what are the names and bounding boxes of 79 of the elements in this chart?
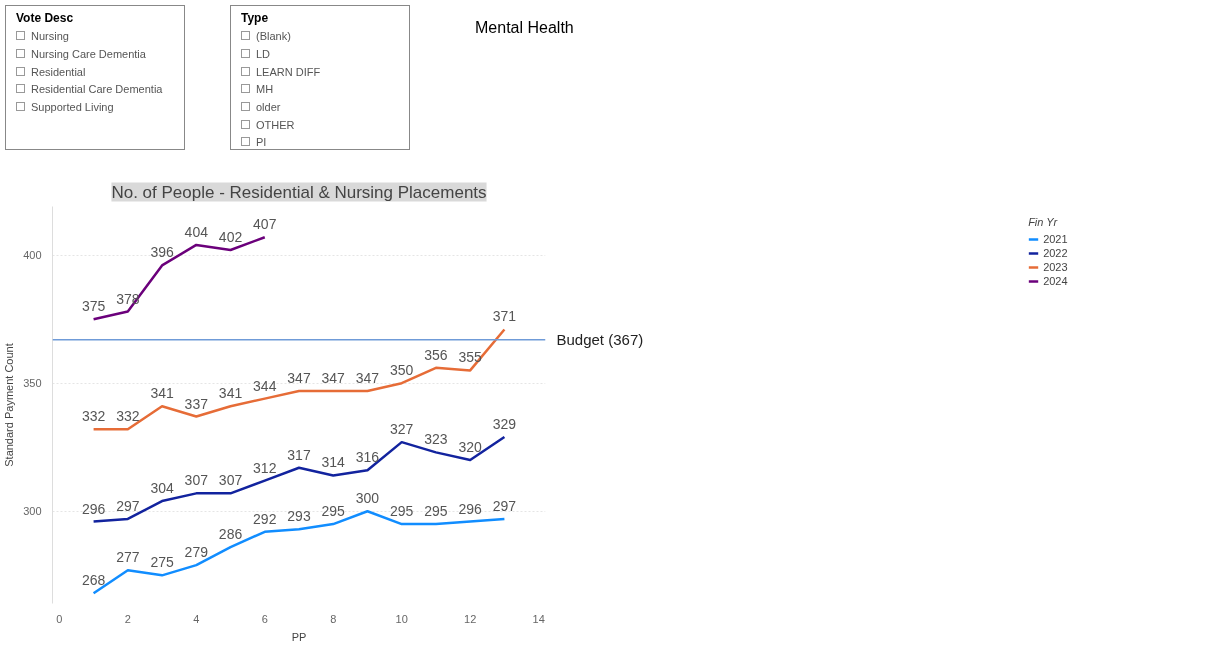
data-label: 307 — [218, 472, 243, 489]
x-axis-title: PP — [291, 630, 307, 643]
text: older — [255, 99, 282, 115]
data-label: 292 — [253, 510, 277, 527]
data-label: 295 — [321, 503, 346, 520]
text: Nursing Care Dementia — [30, 46, 147, 62]
data-label: 337 — [184, 395, 209, 412]
ref-line-label: Budget (367) — [556, 331, 644, 349]
data-label: 356 — [424, 346, 448, 363]
data-label: 296 — [81, 500, 106, 517]
y-axis-title: Standard Payment Count — [3, 343, 16, 467]
legend-label: 2022 — [1043, 247, 1068, 259]
data-label: 347 — [287, 369, 311, 386]
data-label: 347 — [355, 369, 380, 386]
x-tick-label: 2 — [124, 612, 131, 625]
data-label: 404 — [184, 223, 209, 240]
data-label: 329 — [492, 416, 517, 433]
text: Supported Living — [30, 99, 115, 115]
data-label: 323 — [424, 431, 448, 448]
data-label: 350 — [390, 362, 414, 379]
x-tick-label: 12 — [464, 612, 477, 625]
data-label: 268 — [81, 572, 106, 589]
data-label: 300 — [355, 490, 380, 507]
data-label: 344 — [253, 377, 277, 394]
chart-title: No. of People - Residential & Nursing Placements — [111, 182, 487, 202]
x-tick-label: 0 — [56, 612, 63, 625]
x-tick-label: 8 — [330, 612, 337, 625]
text: PI — [255, 135, 268, 151]
data-label: 407 — [253, 216, 277, 233]
data-label: 332 — [116, 408, 140, 425]
text: Residential — [30, 64, 87, 80]
data-label: 332 — [81, 408, 106, 425]
legend-label: 2023 — [1043, 261, 1068, 273]
data-label: 375 — [81, 298, 106, 315]
text: LD — [255, 46, 272, 62]
data-label: 304 — [150, 480, 174, 497]
text: MH — [255, 82, 275, 98]
data-label: 286 — [218, 526, 243, 543]
y-tick-label: 300 — [23, 505, 42, 518]
data-label: 297 — [116, 497, 140, 514]
text: Nursing — [30, 29, 70, 45]
text: OTHER — [255, 117, 296, 133]
data-label: 320 — [458, 439, 483, 456]
data-label: 293 — [287, 508, 311, 525]
data-label: 297 — [492, 497, 517, 514]
legend-title: Fin Yr — [1028, 216, 1059, 228]
text: Type — [241, 10, 270, 27]
data-label: 275 — [150, 554, 174, 571]
data-label: 295 — [390, 503, 414, 520]
data-label: 402 — [218, 229, 243, 246]
text: LEARN DIFF — [255, 64, 322, 80]
y-tick-label: 350 — [23, 377, 42, 390]
data-label: 347 — [321, 369, 346, 386]
legend-label: 2024 — [1043, 275, 1068, 287]
text: (Blank) — [255, 29, 292, 45]
data-label: 327 — [390, 421, 414, 438]
legend-label: 2021 — [1043, 233, 1068, 245]
data-label: 314 — [321, 454, 346, 471]
data-label: 279 — [184, 544, 209, 561]
data-label: 396 — [150, 244, 174, 261]
data-label: 296 — [458, 500, 483, 517]
data-label: 295 — [424, 503, 448, 520]
text: Mental Health — [474, 18, 575, 38]
data-label: 307 — [184, 472, 209, 489]
x-tick-label: 14 — [532, 612, 545, 625]
data-label: 317 — [287, 446, 311, 463]
data-label: 312 — [253, 459, 277, 476]
text: Residential Care Dementia — [30, 82, 164, 98]
data-label: 316 — [355, 449, 380, 466]
data-label: 371 — [492, 308, 517, 325]
data-label: 341 — [150, 385, 174, 402]
y-tick-label: 400 — [23, 249, 42, 262]
data-label: 341 — [218, 385, 243, 402]
data-label: 277 — [116, 549, 140, 566]
data-label: 355 — [458, 349, 483, 366]
text: Vote Desc — [16, 10, 75, 27]
x-tick-label: 6 — [261, 612, 268, 625]
x-tick-label: 10 — [395, 612, 408, 625]
x-tick-label: 4 — [193, 612, 200, 625]
